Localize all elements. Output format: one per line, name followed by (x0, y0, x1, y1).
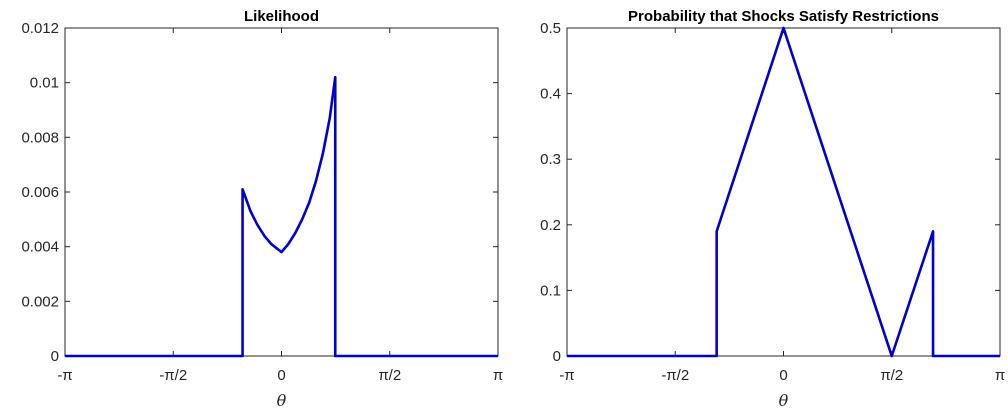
y-tick-label: 0.1 (540, 282, 561, 299)
x-tick-label: 0 (277, 367, 285, 384)
y-tick-label: 0.4 (540, 86, 561, 103)
x-tick-label: -π (559, 367, 574, 384)
chart-title: Likelihood (244, 8, 319, 25)
x-tick-label: π (493, 367, 503, 384)
chart-panel-2: -π -π/2 0 π/2 π 0 0.1 0.2 0.3 0.4 0.5 Probability t… (540, 8, 1005, 410)
chart-title: Probability that Shocks Satisfy Restrict… (628, 8, 939, 25)
plot-frame (64, 27, 499, 357)
y-tick-label: 0.012 (21, 20, 59, 37)
y-tick-label: 0.002 (21, 293, 59, 310)
y-tick-label: 0 (553, 348, 561, 365)
x-tick-label: π (995, 367, 1005, 384)
chart-panel-1: -π -π/2 0 π/2 π 0 0.002 0.004 0.006 0.008 0.01 0.01… (21, 8, 503, 410)
y-tick-label: 0.2 (540, 217, 561, 234)
x-axis-label: θ (277, 391, 287, 410)
y-tick-label: 0.004 (21, 239, 59, 256)
plot-frame (566, 27, 1001, 357)
y-tick-label: 0.008 (21, 129, 59, 146)
x-tick-label: 0 (779, 367, 787, 384)
y-tick-label: 0.01 (30, 75, 59, 92)
x-tick-label: π/2 (378, 367, 401, 384)
y-tick-label: 0.3 (540, 151, 561, 168)
x-tick-label: -π/2 (661, 367, 689, 384)
x-tick-label: -π (57, 367, 72, 384)
y-tick-label: 0 (51, 348, 59, 365)
series-line-1 (65, 75, 498, 358)
y-tick-label: 0.006 (21, 184, 59, 201)
x-tick-label: -π/2 (159, 367, 187, 384)
y-tick-label: 0.5 (540, 20, 561, 37)
x-axis-label: θ (779, 391, 789, 410)
series-line-1 (567, 26, 1000, 358)
x-tick-label: π/2 (880, 367, 903, 384)
